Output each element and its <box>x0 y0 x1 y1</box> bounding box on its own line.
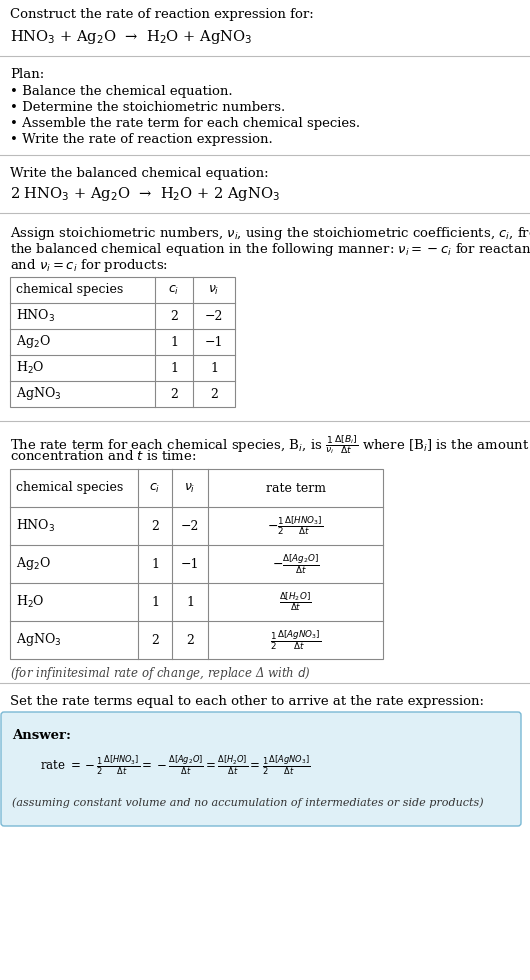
Text: (assuming constant volume and no accumulation of intermediates or side products): (assuming constant volume and no accumul… <box>12 797 483 808</box>
Text: rate term: rate term <box>266 481 325 495</box>
Text: • Assemble the rate term for each chemical species.: • Assemble the rate term for each chemic… <box>10 117 360 130</box>
Text: $\nu_i$: $\nu_i$ <box>184 481 196 495</box>
Text: 1: 1 <box>170 362 178 374</box>
Text: • Write the rate of reaction expression.: • Write the rate of reaction expression. <box>10 133 273 146</box>
Text: H$_2$O: H$_2$O <box>16 360 45 376</box>
Text: 2 HNO$_3$ + Ag$_2$O  →  H$_2$O + 2 AgNO$_3$: 2 HNO$_3$ + Ag$_2$O → H$_2$O + 2 AgNO$_3… <box>10 185 280 203</box>
Text: 1: 1 <box>151 596 159 609</box>
Text: $-\frac{1}{2}\frac{\Delta[HNO_3]}{\Delta t}$: $-\frac{1}{2}\frac{\Delta[HNO_3]}{\Delta… <box>267 514 324 537</box>
Text: −2: −2 <box>205 310 223 322</box>
Text: $c_i$: $c_i$ <box>169 283 180 297</box>
Text: rate $= -\frac{1}{2}\frac{\Delta[HNO_3]}{\Delta t} = -\frac{\Delta[Ag_2O]}{\Delt: rate $= -\frac{1}{2}\frac{\Delta[HNO_3]}… <box>40 754 310 776</box>
Text: −2: −2 <box>181 519 199 532</box>
Text: $\nu_i$: $\nu_i$ <box>208 283 220 297</box>
Text: (for infinitesimal rate of change, replace Δ with $d$): (for infinitesimal rate of change, repla… <box>10 665 311 682</box>
Text: H$_2$O: H$_2$O <box>16 594 45 610</box>
Text: Write the balanced chemical equation:: Write the balanced chemical equation: <box>10 167 269 180</box>
Text: Ag$_2$O: Ag$_2$O <box>16 333 51 351</box>
Text: • Determine the stoichiometric numbers.: • Determine the stoichiometric numbers. <box>10 101 285 114</box>
Text: 2: 2 <box>170 387 178 401</box>
Text: the balanced chemical equation in the following manner: $\nu_i = -c_i$ for react: the balanced chemical equation in the fo… <box>10 241 530 258</box>
Text: concentration and $t$ is time:: concentration and $t$ is time: <box>10 449 197 463</box>
Text: AgNO$_3$: AgNO$_3$ <box>16 631 61 649</box>
Bar <box>10 469 383 659</box>
Text: chemical species: chemical species <box>16 283 123 297</box>
Text: and $\nu_i = c_i$ for products:: and $\nu_i = c_i$ for products: <box>10 257 168 274</box>
Text: $\frac{1}{2}\frac{\Delta[AgNO_3]}{\Delta t}$: $\frac{1}{2}\frac{\Delta[AgNO_3]}{\Delta… <box>270 628 321 652</box>
Text: 2: 2 <box>170 310 178 322</box>
Text: −1: −1 <box>205 335 223 349</box>
Text: The rate term for each chemical species, B$_i$, is $\frac{1}{\nu_i}\frac{\Delta[: The rate term for each chemical species,… <box>10 433 529 456</box>
Text: Ag$_2$O: Ag$_2$O <box>16 556 51 572</box>
Bar <box>10 277 235 407</box>
Text: $\frac{\Delta[H_2O]}{\Delta t}$: $\frac{\Delta[H_2O]}{\Delta t}$ <box>279 591 312 613</box>
Text: Plan:: Plan: <box>10 68 44 81</box>
Text: • Balance the chemical equation.: • Balance the chemical equation. <box>10 85 233 98</box>
Text: 2: 2 <box>151 519 159 532</box>
Text: 2: 2 <box>151 633 159 647</box>
Text: $-\frac{\Delta[Ag_2O]}{\Delta t}$: $-\frac{\Delta[Ag_2O]}{\Delta t}$ <box>271 553 320 575</box>
Text: 2: 2 <box>210 387 218 401</box>
Text: Set the rate terms equal to each other to arrive at the rate expression:: Set the rate terms equal to each other t… <box>10 695 484 708</box>
Text: chemical species: chemical species <box>16 481 123 495</box>
Text: Assign stoichiometric numbers, $\nu_i$, using the stoichiometric coefficients, $: Assign stoichiometric numbers, $\nu_i$, … <box>10 225 530 242</box>
Text: Answer:: Answer: <box>12 729 71 742</box>
Text: −1: −1 <box>181 558 199 570</box>
Text: 1: 1 <box>210 362 218 374</box>
Text: HNO$_3$: HNO$_3$ <box>16 308 55 324</box>
Text: 1: 1 <box>151 558 159 570</box>
Text: Construct the rate of reaction expression for:: Construct the rate of reaction expressio… <box>10 8 314 21</box>
Text: 1: 1 <box>186 596 194 609</box>
Text: 1: 1 <box>170 335 178 349</box>
Text: HNO$_3$: HNO$_3$ <box>16 518 55 534</box>
Text: AgNO$_3$: AgNO$_3$ <box>16 385 61 403</box>
Text: $c_i$: $c_i$ <box>149 481 161 495</box>
FancyBboxPatch shape <box>1 712 521 826</box>
Text: 2: 2 <box>186 633 194 647</box>
Text: HNO$_3$ + Ag$_2$O  →  H$_2$O + AgNO$_3$: HNO$_3$ + Ag$_2$O → H$_2$O + AgNO$_3$ <box>10 28 252 46</box>
